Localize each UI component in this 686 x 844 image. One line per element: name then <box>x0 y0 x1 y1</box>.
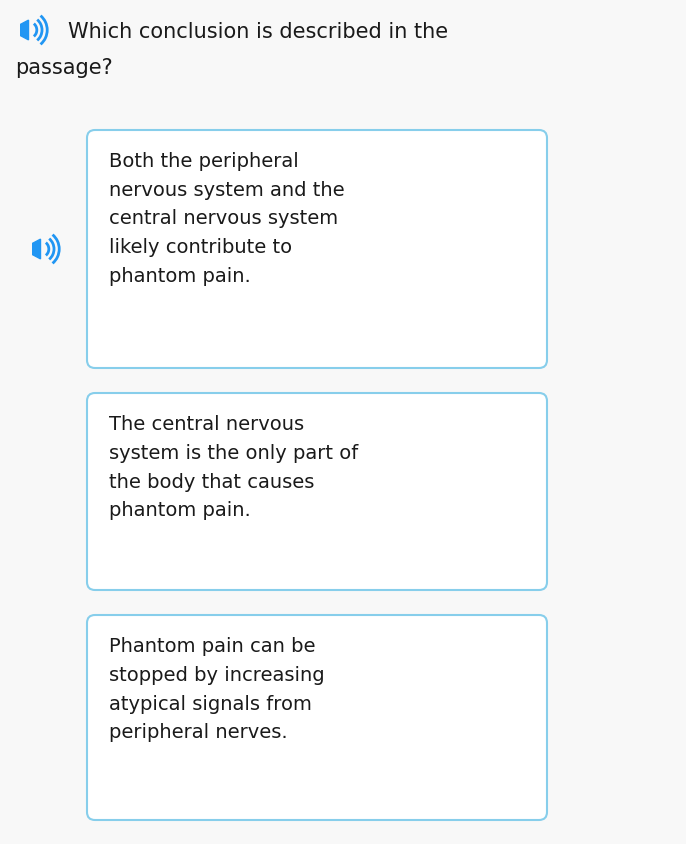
Text: passage?: passage? <box>15 58 113 78</box>
Text: The central nervous
system is the only part of
the body that causes
phantom pain: The central nervous system is the only p… <box>109 415 358 520</box>
Text: Both the peripheral
nervous system and the
central nervous system
likely contrib: Both the peripheral nervous system and t… <box>109 152 344 286</box>
Text: Which conclusion is described in the: Which conclusion is described in the <box>68 22 448 42</box>
FancyBboxPatch shape <box>87 615 547 820</box>
Polygon shape <box>33 239 40 259</box>
Text: Phantom pain can be
stopped by increasing
atypical signals from
peripheral nerve: Phantom pain can be stopped by increasin… <box>109 637 324 742</box>
Polygon shape <box>21 20 29 40</box>
FancyBboxPatch shape <box>87 393 547 590</box>
FancyBboxPatch shape <box>87 130 547 368</box>
